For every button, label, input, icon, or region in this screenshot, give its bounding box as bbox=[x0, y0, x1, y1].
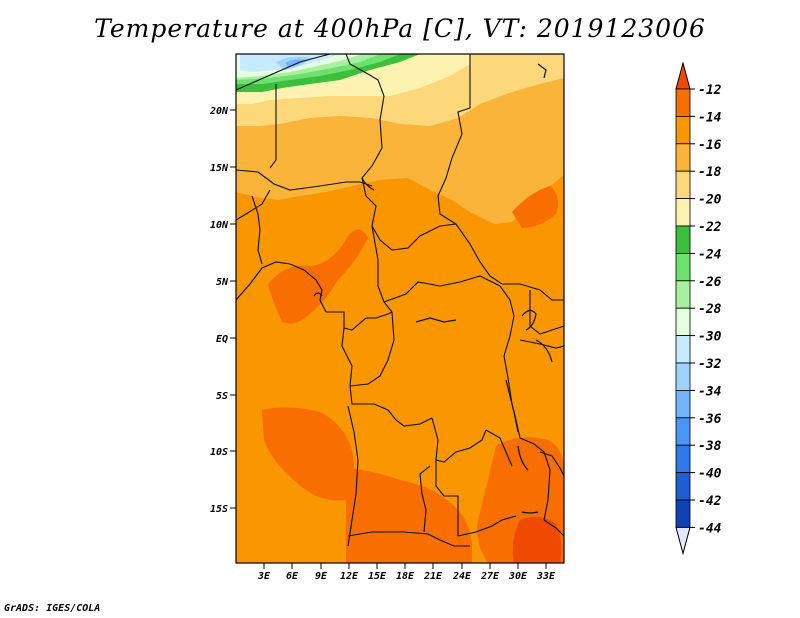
lon-label: 24E bbox=[452, 571, 472, 582]
field-warm-patch-southwest bbox=[262, 407, 354, 501]
lon-label: 21E bbox=[423, 571, 443, 582]
colorbar-segment bbox=[675, 116, 691, 145]
lon-label: 27E bbox=[480, 571, 500, 582]
colorbar-segment bbox=[675, 417, 691, 446]
colorbar-segment bbox=[675, 499, 691, 528]
colorbar-segment bbox=[675, 389, 691, 419]
lat-label: 5S bbox=[216, 391, 228, 402]
lon-label: 30E bbox=[508, 571, 528, 582]
colorbar-label: -16 bbox=[698, 138, 722, 153]
colorbar-label: -38 bbox=[698, 439, 722, 454]
colorbar-segment bbox=[675, 444, 691, 474]
lat-label: 20N bbox=[209, 106, 229, 117]
colorbar-label: -12 bbox=[698, 83, 722, 98]
colorbar-bottom-arrow bbox=[675, 526, 691, 556]
field-warm-patch-west bbox=[268, 229, 368, 324]
page-title: Temperature at 400hPa [C], VT: 201912300… bbox=[94, 14, 706, 43]
colorbar-label: -26 bbox=[698, 275, 722, 290]
colorbar-label: -36 bbox=[698, 412, 722, 427]
field-warm-patch-east bbox=[512, 186, 558, 228]
colorbar-segment bbox=[675, 362, 691, 391]
field-hot-patch-southeast bbox=[512, 516, 562, 563]
lat-label: 15N bbox=[210, 163, 229, 174]
colorbar-label: -44 bbox=[698, 521, 722, 536]
map-frame bbox=[235, 53, 565, 564]
colorbar-label: -28 bbox=[698, 302, 722, 317]
grads-credit: GrADS: IGES/COLA bbox=[4, 603, 101, 614]
lon-label: 15E bbox=[368, 571, 387, 582]
lat-label: 15S bbox=[210, 504, 228, 515]
colorbar: -12 -14 -16 -18 -20 -22 -24 -26 -28 -30 -32 -34 -36 -… bbox=[675, 61, 722, 556]
colorbar-segment bbox=[675, 88, 691, 117]
lat-label: 10N bbox=[210, 220, 229, 231]
colorbar-segment bbox=[675, 143, 691, 172]
colorbar-label: -30 bbox=[698, 330, 722, 345]
colorbar-segment bbox=[675, 225, 691, 254]
colorbar-label: -32 bbox=[698, 357, 722, 372]
lon-label: 18E bbox=[396, 571, 415, 582]
lon-label: 6E bbox=[286, 571, 299, 582]
lat-label: 10S bbox=[210, 447, 228, 458]
colorbar-label: -18 bbox=[698, 165, 722, 180]
field-warm-patch-south bbox=[346, 468, 472, 563]
colorbar-label: -20 bbox=[698, 193, 722, 208]
colorbar-label: -14 bbox=[698, 110, 722, 125]
colorbar-label: -42 bbox=[698, 494, 722, 509]
colorbar-segment bbox=[675, 198, 691, 227]
lon-label: 3E bbox=[257, 571, 271, 582]
colorbar-segment bbox=[675, 280, 691, 309]
colorbar-label: -34 bbox=[698, 384, 722, 399]
colorbar-label: -40 bbox=[698, 467, 722, 482]
colorbar-segment bbox=[675, 472, 691, 501]
colorbar-label: -22 bbox=[698, 220, 722, 235]
colorbar-label: -24 bbox=[698, 247, 722, 262]
longitude-axis: 3E 6E 9E 12E 15E 18E 21E 24E 27E 30E 33E bbox=[257, 563, 556, 582]
lat-label: EQ bbox=[216, 334, 228, 345]
colorbar-top-arrow bbox=[675, 61, 691, 90]
temperature-field bbox=[236, 54, 564, 563]
colorbar-segment bbox=[675, 335, 691, 364]
lon-label: 12E bbox=[340, 571, 359, 582]
colorbar-segment bbox=[675, 307, 691, 337]
lon-label: 33E bbox=[536, 571, 556, 582]
lon-label: 9E bbox=[315, 571, 328, 582]
colorbar-segment bbox=[675, 170, 691, 199]
latitude-axis: 20N 15N 10N 5N EQ 5S 10S 15S bbox=[209, 106, 236, 515]
colorbar-segment bbox=[675, 252, 691, 282]
lat-label: 5N bbox=[216, 277, 229, 288]
lakes bbox=[313, 63, 553, 514]
country-borders bbox=[236, 54, 564, 547]
